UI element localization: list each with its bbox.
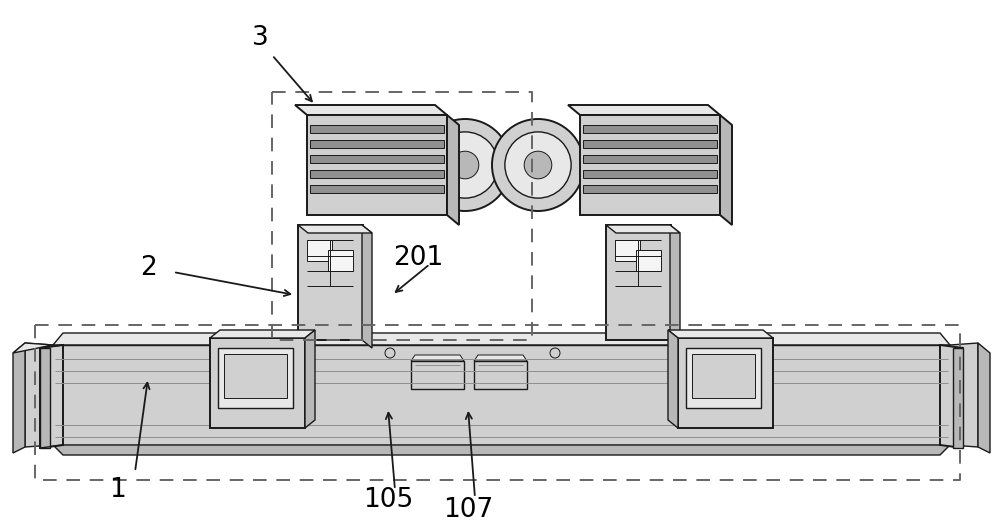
- Circle shape: [474, 142, 480, 147]
- Polygon shape: [668, 330, 678, 428]
- Circle shape: [547, 142, 553, 147]
- Bar: [692, 354, 755, 398]
- Polygon shape: [40, 345, 63, 448]
- Bar: [583, 170, 717, 178]
- Bar: [210, 338, 305, 428]
- Bar: [310, 140, 444, 148]
- Polygon shape: [210, 330, 315, 338]
- Bar: [411, 361, 464, 389]
- Circle shape: [474, 182, 480, 189]
- Circle shape: [606, 136, 614, 144]
- Circle shape: [419, 119, 511, 211]
- Circle shape: [333, 171, 341, 179]
- Circle shape: [511, 162, 517, 168]
- Circle shape: [691, 136, 699, 144]
- Bar: [224, 354, 287, 398]
- Bar: [636, 250, 661, 271]
- Circle shape: [418, 136, 426, 144]
- Text: 107: 107: [443, 497, 493, 523]
- Text: 1: 1: [110, 477, 126, 503]
- Polygon shape: [13, 343, 25, 453]
- Circle shape: [432, 132, 498, 198]
- Bar: [953, 348, 963, 448]
- Circle shape: [606, 171, 614, 179]
- Polygon shape: [53, 445, 950, 455]
- Bar: [298, 225, 363, 340]
- Circle shape: [523, 142, 529, 147]
- Polygon shape: [474, 355, 527, 361]
- Circle shape: [505, 132, 571, 198]
- Text: 201: 201: [393, 245, 443, 271]
- Circle shape: [524, 151, 552, 179]
- Bar: [328, 250, 353, 271]
- Bar: [307, 115, 447, 215]
- Bar: [310, 155, 444, 163]
- Circle shape: [492, 119, 584, 211]
- Bar: [53, 345, 950, 445]
- Bar: [310, 185, 444, 193]
- Polygon shape: [950, 343, 978, 447]
- Bar: [218, 348, 293, 408]
- Polygon shape: [53, 333, 950, 345]
- Polygon shape: [13, 343, 53, 353]
- Polygon shape: [940, 345, 963, 448]
- Circle shape: [550, 348, 560, 358]
- Circle shape: [559, 162, 565, 168]
- Bar: [606, 225, 671, 340]
- Polygon shape: [298, 225, 372, 233]
- Circle shape: [486, 162, 492, 168]
- Circle shape: [691, 171, 699, 179]
- Circle shape: [725, 348, 735, 358]
- Circle shape: [547, 182, 553, 189]
- Bar: [615, 240, 640, 261]
- Polygon shape: [584, 157, 596, 173]
- Bar: [307, 240, 332, 261]
- Circle shape: [438, 162, 444, 168]
- Text: 2: 2: [140, 255, 156, 281]
- Polygon shape: [447, 115, 459, 225]
- Circle shape: [333, 136, 341, 144]
- Polygon shape: [606, 225, 680, 233]
- Bar: [310, 170, 444, 178]
- Circle shape: [385, 348, 395, 358]
- Polygon shape: [978, 343, 990, 453]
- Circle shape: [450, 182, 456, 189]
- Bar: [474, 361, 527, 389]
- Bar: [40, 348, 50, 448]
- Text: 3: 3: [252, 25, 268, 51]
- Polygon shape: [362, 225, 372, 348]
- Circle shape: [418, 171, 426, 179]
- Polygon shape: [568, 105, 720, 115]
- Circle shape: [451, 151, 479, 179]
- Bar: [686, 348, 761, 408]
- Polygon shape: [720, 115, 732, 225]
- Bar: [583, 125, 717, 133]
- Circle shape: [523, 182, 529, 189]
- Polygon shape: [295, 105, 447, 115]
- Bar: [583, 155, 717, 163]
- Circle shape: [450, 142, 456, 147]
- Bar: [580, 115, 720, 215]
- Polygon shape: [25, 343, 53, 447]
- Polygon shape: [411, 355, 464, 361]
- Polygon shape: [407, 157, 419, 173]
- Polygon shape: [305, 330, 315, 428]
- Polygon shape: [670, 225, 680, 348]
- Bar: [583, 185, 717, 193]
- Bar: [583, 140, 717, 148]
- Bar: [678, 338, 773, 428]
- Polygon shape: [668, 330, 773, 338]
- Circle shape: [225, 348, 235, 358]
- Bar: [310, 125, 444, 133]
- Text: 105: 105: [363, 487, 413, 513]
